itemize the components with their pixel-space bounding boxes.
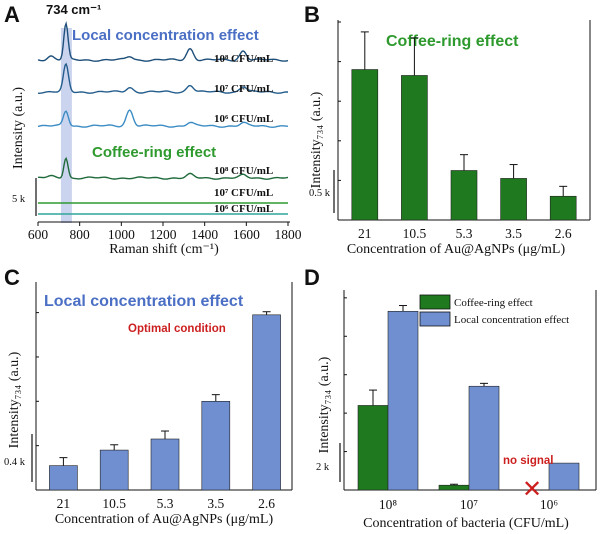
panel-b-letter: B [304, 2, 320, 27]
panel-d-legend: Coffee-ring effect Local concentration e… [419, 294, 569, 327]
no-signal-cross-icon: ✕ [522, 475, 542, 503]
legend-label-coffee: Coffee-ring effect [454, 297, 533, 309]
panel-c-optimal-note: Optimal condition [128, 323, 226, 335]
panel-d-no-signal-note: no signal [503, 455, 553, 467]
panel-a-peak-annotation: 734 cm⁻¹ [46, 2, 101, 17]
bar [99, 449, 129, 491]
panel-a-title-coffee: Coffee-ring effect [92, 144, 216, 161]
spectrum-label: 10⁷ CFU/mL [214, 83, 273, 95]
x-tick-label: 1400 [191, 227, 218, 242]
x-tick-label: 10.5 [403, 226, 427, 241]
spectrum-label: 10⁶ CFU/mL [214, 203, 273, 215]
panel-c-x-label: Concentration of Au@AgNPs (μg/mL) [55, 512, 274, 527]
panel-d-y-label: Intensity₇₃₄ (a.u.) [317, 356, 332, 453]
x-tick-label: 2.6 [258, 496, 275, 511]
panel-c: C Local concentration effect Optimal con… [4, 265, 293, 527]
panel-d-scale-bar-label: 2 k [316, 462, 330, 473]
panel-d-bars [357, 305, 580, 491]
bar [49, 465, 78, 491]
panel-b-scale-bar-label: 0.5 k [309, 188, 331, 199]
x-tick-label: 10⁶ [540, 497, 559, 512]
panel-d-y-ticks [344, 297, 347, 491]
bar [401, 75, 428, 221]
bar [548, 462, 580, 491]
panel-c-bars [49, 311, 281, 491]
panel-d-x-label: Concentration of bacteria (CFU/mL) [363, 516, 569, 531]
x-tick-label: 10.5 [102, 496, 126, 511]
panel-a-y-label: Intensity (a.u.) [11, 87, 26, 169]
panel-c-title: Local concentration effect [44, 293, 244, 310]
legend-label-local: Local concentration effect [454, 314, 569, 326]
bar [438, 484, 470, 491]
panel-b-x-label: Concentration of Au@AgNPs (μg/mL) [347, 242, 566, 257]
spectrum-label: 10⁸ CFU/mL [214, 53, 273, 65]
x-tick-label: 3.5 [505, 226, 522, 241]
x-tick-label: 1200 [150, 227, 177, 242]
bar [201, 401, 231, 491]
x-tick-label: 600 [28, 227, 49, 242]
legend-swatch-local [419, 311, 451, 327]
x-tick-label: 1000 [108, 227, 135, 242]
spectrum-label: 10⁷ CFU/mL [214, 187, 273, 199]
panel-a: A 734 cm⁻¹ Local concentration effect Co… [4, 2, 302, 257]
spectrum-line [37, 20, 289, 62]
panel-a-x-label: Raman shift (cm⁻¹) [109, 242, 219, 257]
panel-c-x-ticks: 21 10.5 5.3 3.5 2.6 [57, 496, 276, 511]
panel-b: B Coffee-ring effect 21 10.5 5.3 3.5 2.6 0.5… [304, 2, 591, 257]
panel-a-spectra [37, 20, 289, 215]
bar [549, 195, 577, 221]
bar [252, 314, 281, 491]
panel-d: D 10⁸ 10⁷ 10⁶ Coffee-ring effect Local con… [304, 265, 597, 531]
panel-c-y-ticks [36, 312, 39, 491]
panel-b-x-ticks: 21 10.5 5.3 3.5 2.6 [358, 226, 572, 241]
panel-b-bars [351, 31, 577, 221]
x-tick-label: 5.3 [456, 226, 473, 241]
panel-a-x-ticks: 600 800 1000 1200 1400 1600 1800 [28, 222, 302, 242]
panel-a-letter: A [4, 2, 20, 27]
panel-a-title-local: Local concentration effect [72, 27, 259, 44]
bar [500, 178, 527, 221]
x-tick-label: 5.3 [157, 496, 174, 511]
x-tick-label: 800 [70, 227, 91, 242]
panel-d-letter: D [304, 265, 320, 290]
bar [351, 69, 379, 221]
bar [468, 385, 500, 491]
x-tick-label: 3.5 [207, 496, 224, 511]
legend-swatch-coffee [419, 294, 451, 310]
panel-b-title: Coffee-ring effect [386, 33, 519, 50]
x-tick-label: 1600 [233, 227, 260, 242]
spectrum-line [38, 156, 289, 180]
panel-c-y-label: Intensity₇₃₄ (a.u.) [7, 351, 22, 448]
panel-a-series-labels: 10⁸ CFU/mL 10⁷ CFU/mL 10⁶ CFU/mL 10⁸ CFU/mL… [214, 53, 273, 215]
peak-highlight-band [60, 28, 72, 223]
spectrum-label: 10⁶ CFU/mL [214, 113, 273, 125]
x-tick-label: 2.6 [555, 226, 572, 241]
spectrum-line [37, 109, 288, 129]
panel-b-y-ticks [338, 21, 341, 221]
bar [450, 170, 478, 221]
x-tick-label: 10⁷ [460, 497, 479, 512]
panel-c-scale-bar-label: 0.4 k [4, 457, 26, 468]
bar [357, 405, 389, 491]
bar [387, 310, 419, 491]
spectrum-line [37, 62, 288, 95]
bar [150, 438, 180, 491]
panel-d-x-ticks: 10⁸ 10⁷ 10⁶ [379, 497, 559, 512]
panel-b-y-label: Intensity₇₃₄ (a.u.) [309, 91, 324, 188]
spectrum-label: 10⁸ CFU/mL [214, 165, 273, 177]
panel-c-letter: C [4, 265, 20, 290]
x-tick-label: 21 [57, 496, 71, 511]
x-tick-label: 21 [358, 226, 372, 241]
x-tick-label: 1800 [275, 227, 302, 242]
x-tick-label: 10⁸ [379, 497, 398, 512]
panel-a-scale-bar-label: 5 k [12, 194, 26, 205]
